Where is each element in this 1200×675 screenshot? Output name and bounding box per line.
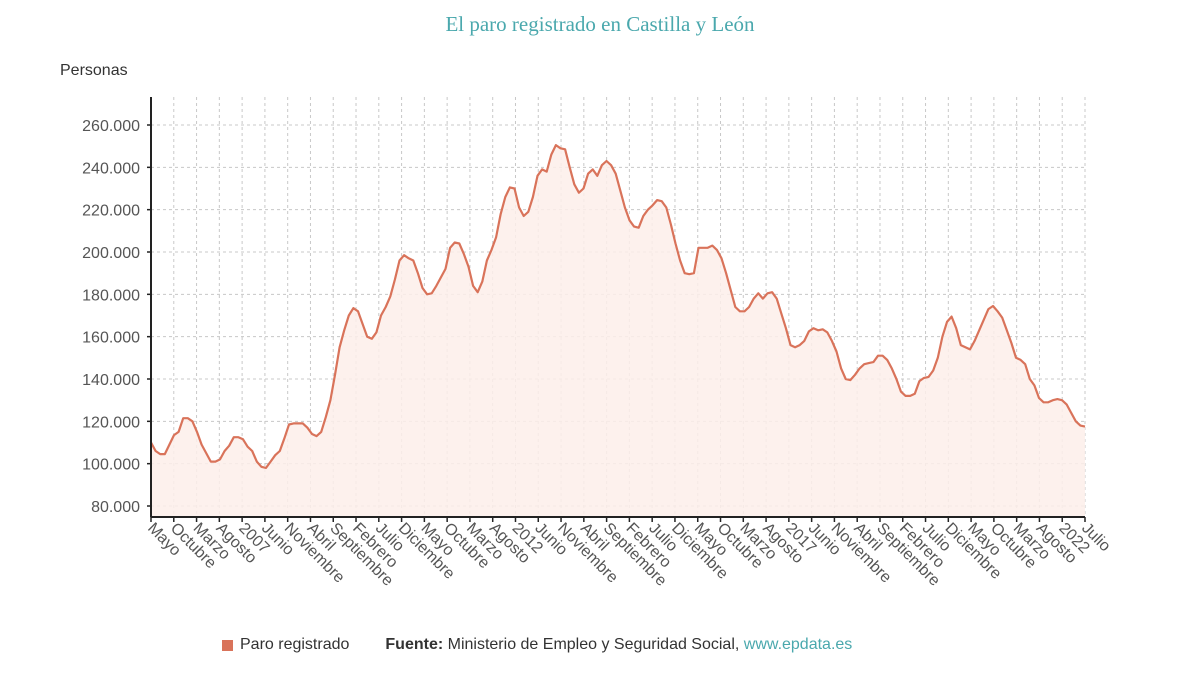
y-tick-label: 160.000 [82,330,140,347]
area-fill [151,145,1085,517]
y-tick-label: 240.000 [82,160,140,177]
chart-title: El paro registrado en Castilla y León [445,12,755,36]
y-tick-label: 180.000 [82,287,140,304]
legend-swatch [222,639,233,651]
source: Fuente: Ministerio de Empleo y Seguridad… [385,636,852,654]
legend-series-label: Paro registrado [240,636,350,653]
legend: Paro registrado Fuente: Ministerio de Em… [222,636,852,654]
y-tick-label: 100.000 [82,457,140,474]
y-tick-label: 260.000 [82,118,140,135]
source-text: Ministerio de Empleo y Seguridad Social, [447,636,740,653]
y-tick-label: 200.000 [82,245,140,262]
x-ticks: MayoOctubreMarzoAgosto2007JunioNoviembre… [144,517,1114,590]
y-axis-label: Personas [60,62,128,79]
source-label: Fuente: [385,636,444,653]
y-tick-label: 120.000 [82,414,140,431]
source-link[interactable]: www.epdata.es [743,636,853,653]
series-line-paro-registrado [150,144,1086,469]
y-tick-label: 140.000 [82,372,140,389]
y-tick-label: 220.000 [82,203,140,220]
y-tick-label: 80.000 [91,499,140,516]
y-ticks: 80.000 100.000 120.000 140.000 160.000 180.00… [82,118,151,516]
